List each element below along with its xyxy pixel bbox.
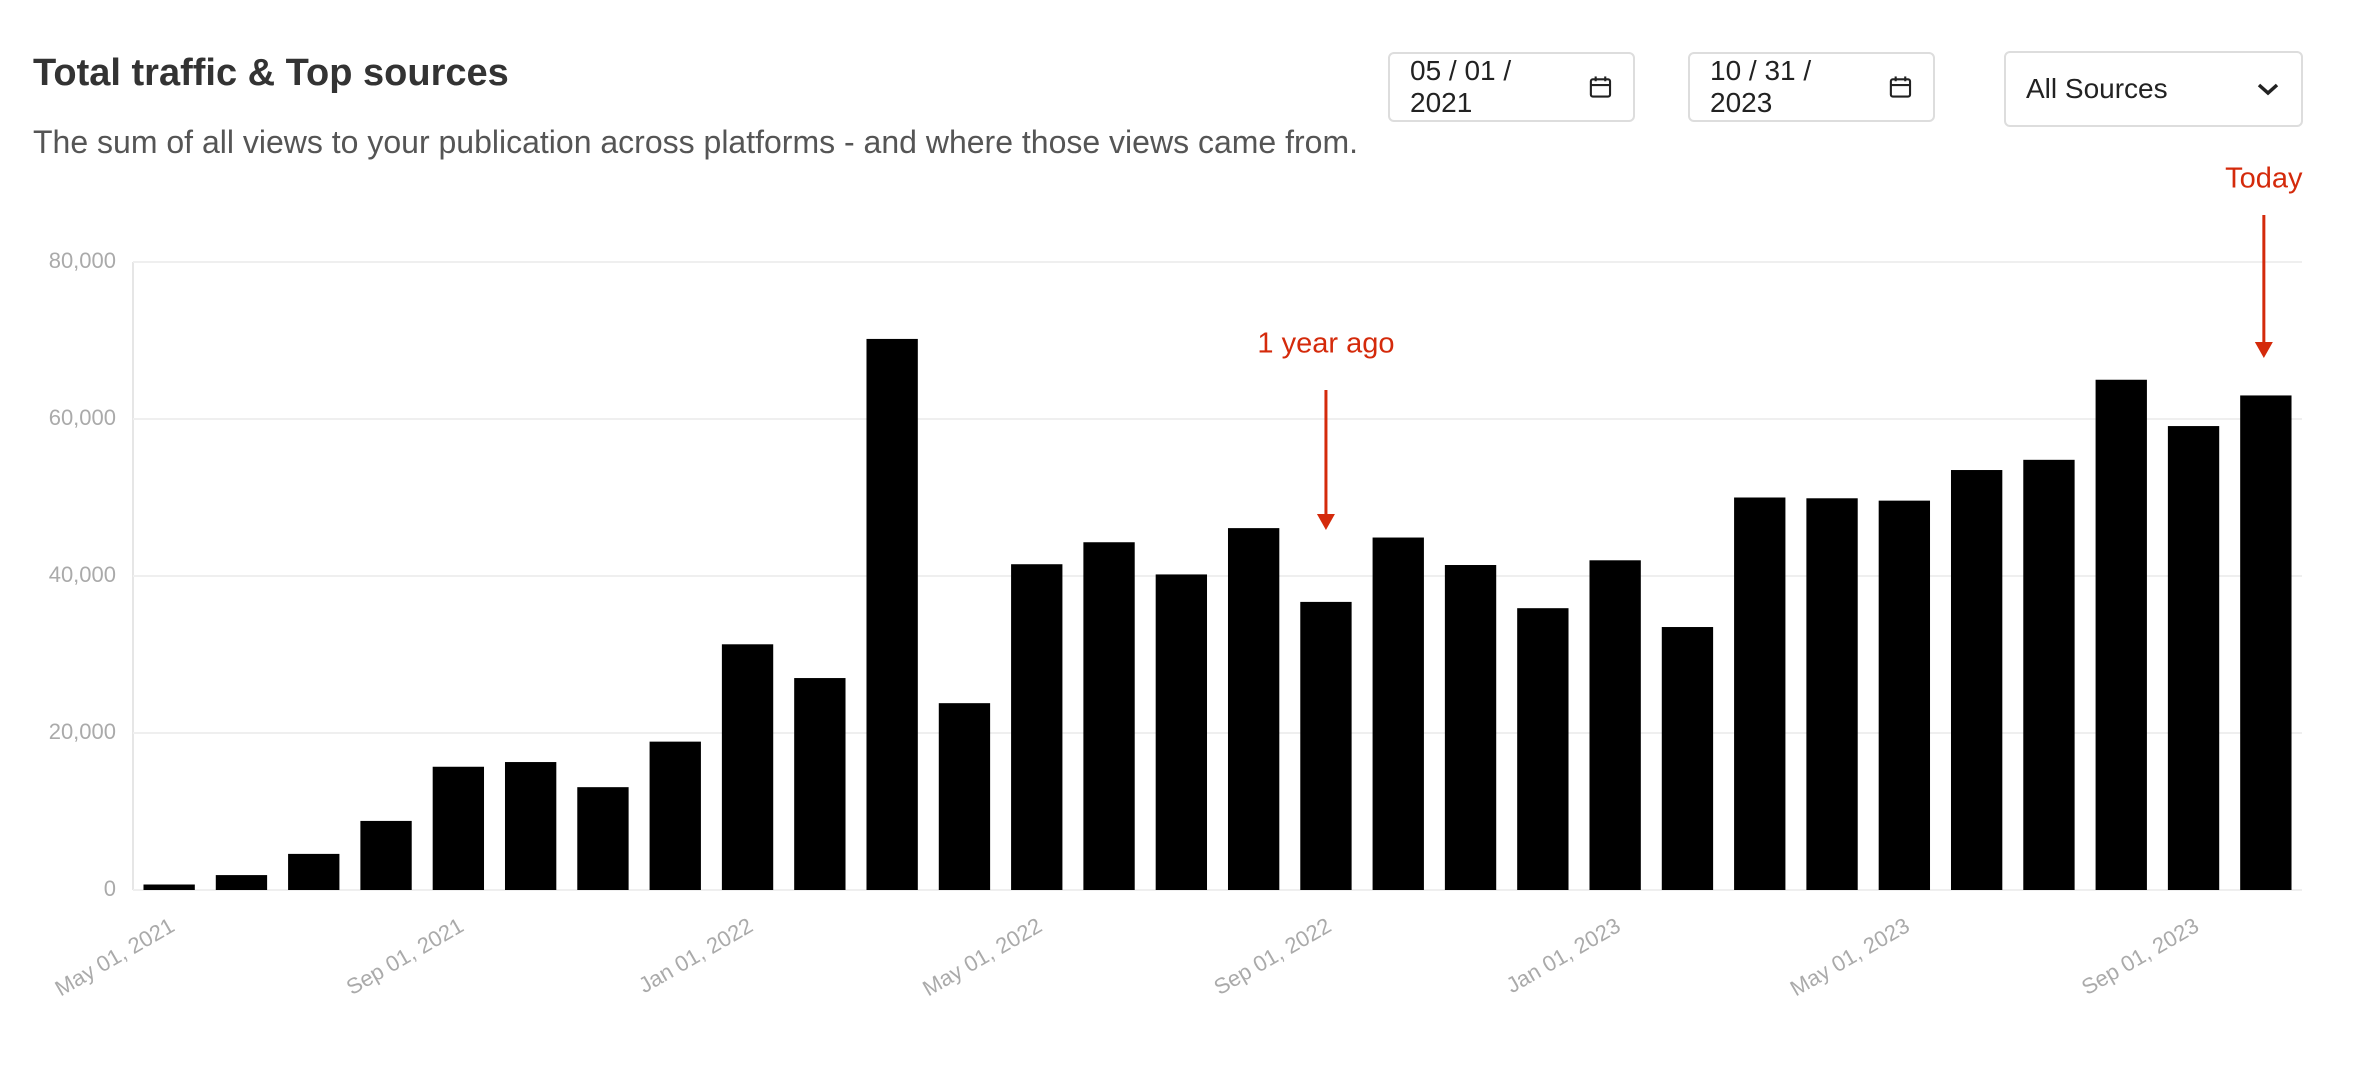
x-tick-label: Sep 01, 2022: [1209, 913, 1335, 1000]
annotation: Today: [2225, 163, 2303, 195]
bar: [1950, 470, 2003, 890]
chevron-icon: [2257, 83, 2279, 96]
bar: [577, 787, 629, 890]
bar: [215, 875, 268, 890]
bar: [288, 853, 340, 890]
x-tick-label: May 01, 2023: [1786, 913, 1914, 1001]
calendar-icon: [1889, 76, 1912, 98]
bar: [1155, 574, 1208, 890]
bar: [2023, 459, 2075, 890]
x-tick-label: May 01, 2021: [51, 913, 179, 1001]
source-select[interactable]: All Sources: [2004, 51, 2303, 127]
y-tick-label: 60,000: [49, 405, 116, 430]
bar: [143, 884, 195, 890]
bar: [1372, 537, 1424, 890]
x-tick-label: Jan 01, 2023: [1502, 913, 1625, 998]
bar: [1806, 498, 1858, 890]
bar: [1878, 500, 1931, 890]
annotation-arrowhead: [2254, 342, 2273, 358]
bar: [1300, 601, 1352, 890]
annotation-arrowhead: [1316, 514, 1335, 530]
bar: [1734, 497, 1786, 890]
bar: [649, 741, 701, 890]
bar: [1227, 528, 1280, 890]
chart-subtitle: The sum of all views to your publication…: [33, 124, 1358, 160]
bar: [1661, 627, 1714, 890]
bar: [1011, 564, 1063, 890]
bar: [1444, 565, 1497, 890]
x-tick-label: Jan 01, 2022: [634, 913, 757, 998]
x-tick-label: Sep 01, 2023: [2077, 913, 2203, 1000]
bar: [1589, 560, 1641, 890]
y-tick-label: 80,000: [49, 248, 116, 273]
start-date-input[interactable]: 05 / 01 / 2021: [1388, 52, 1635, 122]
chart-title: Total traffic & Top sources: [33, 52, 509, 94]
x-tick-label: Sep 01, 2021: [342, 913, 468, 1000]
y-tick-label: 0: [104, 876, 116, 901]
start-date: 05 / 01 / 2021: [1410, 55, 1512, 118]
end-date: 10 / 31 / 2023: [1710, 55, 1812, 118]
end-date-input[interactable]: 10 / 31 / 2023: [1688, 52, 1935, 122]
bar: [2095, 379, 2147, 890]
annotation: 1 year ago: [1257, 328, 1394, 360]
source-value: All Sources: [2026, 73, 2168, 104]
bar: [504, 762, 557, 890]
bar: [360, 820, 412, 890]
bar: [866, 338, 918, 890]
y-tick-label: 20,000: [49, 719, 116, 744]
y-tick-label: 40,000: [49, 562, 116, 587]
calendar-icon: [1589, 76, 1612, 98]
bar: [432, 766, 485, 890]
bar: [2167, 426, 2220, 890]
bar: [794, 678, 846, 890]
bar: [1517, 608, 1569, 890]
x-tick-label: May 01, 2022: [918, 913, 1046, 1001]
bar: [721, 644, 774, 890]
bar: [2240, 395, 2292, 890]
bar: [938, 703, 991, 890]
bar: [1083, 542, 1135, 890]
